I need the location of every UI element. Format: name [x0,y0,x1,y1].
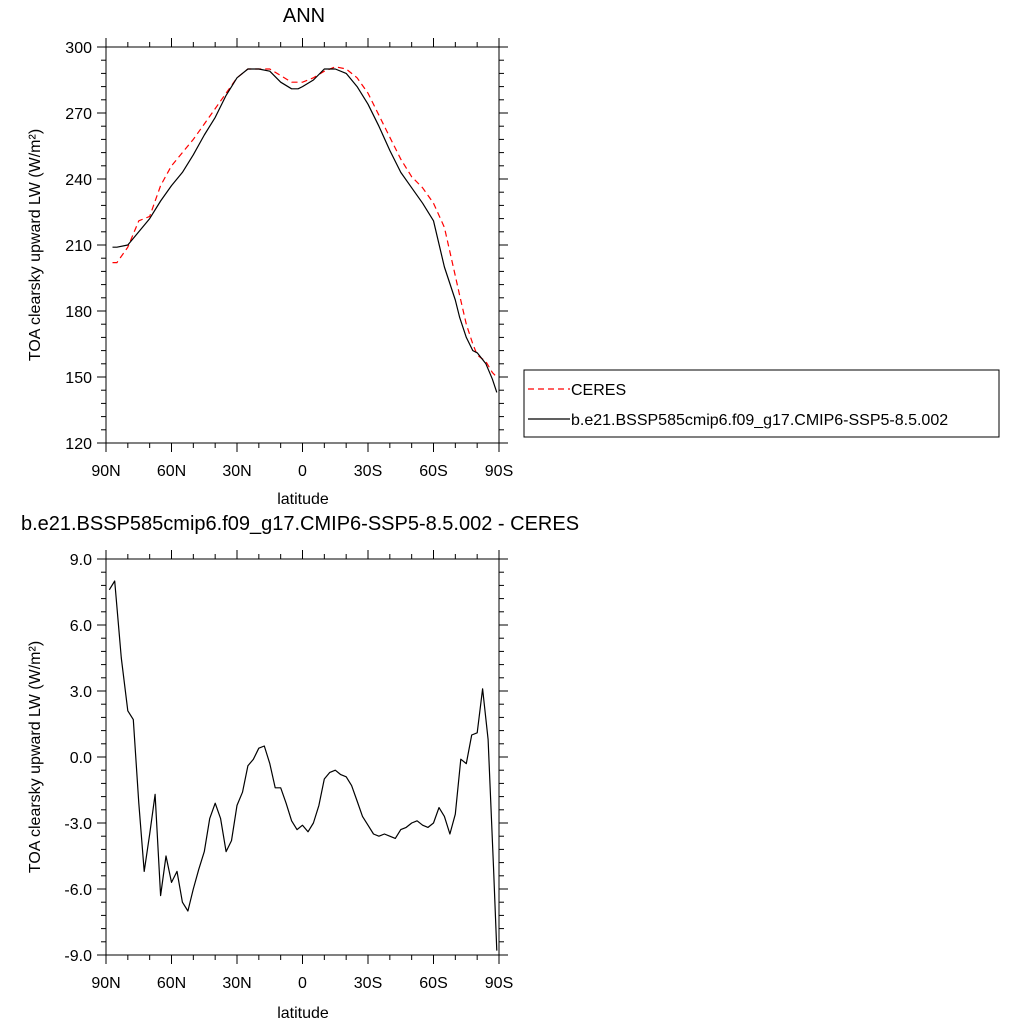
x-tick-label: 60S [419,463,447,480]
legend: CERES b.e21.BSSP585cmip6.f09_g17.CMIP6-S… [523,369,1000,438]
y-tick-label: 210 [65,238,92,255]
x-tick-label: 30N [222,975,251,992]
y-tick-label: 240 [65,172,92,189]
x-tick-label: 90S [485,463,513,480]
plot-frame-bottom [105,558,500,956]
panel-bottom: b.e21.BSSP585cmip6.f09_g17.CMIP6-SSP5-8.… [21,513,579,1022]
y-tick-label: -9.0 [64,948,92,965]
x-axis-label-top: latitude [277,491,329,508]
y-tick-label: 150 [65,370,92,387]
x-tick-label: 90S [485,975,513,992]
y-axis-label-top: TOA clearsky upward LW (W/m²) [27,129,44,361]
x-tick-label: 30S [354,463,382,480]
plot-frame-top [105,46,500,444]
x-tick-label: 60N [157,975,186,992]
x-axis-label-bottom: latitude [277,1005,329,1022]
legend-label-ceres: CERES [571,382,626,399]
y-axis-top: 120 150 180 210 240 270 300 [65,40,508,453]
y-tick-label: 0.0 [70,750,92,767]
panel-top: ANN 120 150 180 210 240 270 300 90N 60N 30N 0 30S 6… [27,5,513,508]
x-tick-label: 0 [298,463,307,480]
x-tick-label: 60N [157,463,186,480]
series-line-0-0 [112,66,498,378]
x-tick-label: 30S [354,975,382,992]
y-tick-label: 3.0 [70,684,92,701]
x-axis-top: 90N 60N 30N 0 30S 60S 90S [91,38,513,480]
series-line-1-0 [108,580,498,951]
y-tick-label: 120 [65,436,92,453]
y-tick-label: 270 [65,106,92,123]
x-tick-label: 0 [298,975,307,992]
x-tick-label: 90N [91,975,120,992]
series-group-top [112,66,498,393]
chart-title-top: ANN [283,5,325,27]
x-tick-label: 30N [222,463,251,480]
legend-label-model: b.e21.BSSP585cmip6.f09_g17.CMIP6-SSP5-8.… [571,412,948,429]
chart-title-bottom: b.e21.BSSP585cmip6.f09_g17.CMIP6-SSP5-8.… [21,513,579,535]
y-tick-label: -6.0 [64,882,92,899]
series-group-bottom [108,580,498,951]
y-tick-label: 9.0 [70,552,92,569]
legend-box [523,369,1000,438]
y-tick-label: 300 [65,40,92,57]
y-tick-label: 6.0 [70,618,92,635]
y-tick-label: 180 [65,304,92,321]
y-tick-label: -3.0 [64,816,92,833]
series-line-0-1 [112,68,498,393]
y-axis-bottom: -9.0 -6.0 -3.0 0.0 3.0 6.0 9.0 [64,552,508,965]
x-axis-bottom: 90N 60N 30N 0 30S 60S 90S [91,550,513,992]
x-tick-label: 60S [419,975,447,992]
y-axis-label-bottom: TOA clearsky upward LW (W/m²) [27,641,44,873]
x-tick-label: 90N [91,463,120,480]
